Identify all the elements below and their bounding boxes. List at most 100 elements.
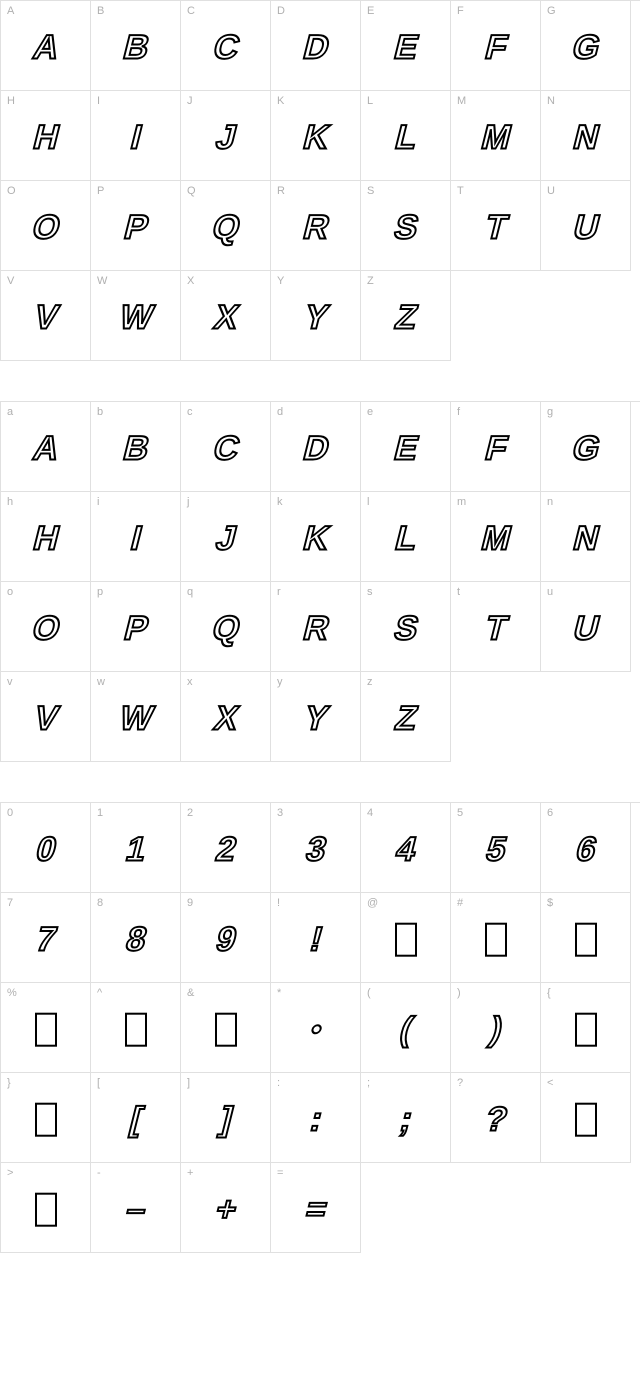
cell-label: :	[277, 1077, 280, 1089]
cell-label: (	[367, 987, 371, 999]
cell-label: r	[277, 586, 281, 598]
cell-label: =	[277, 1167, 283, 1179]
glyph-cell: *•	[271, 983, 361, 1073]
glyph-cell: 66	[541, 803, 631, 893]
glyph: J	[212, 521, 238, 555]
glyph: D	[299, 30, 331, 64]
cell-label: k	[277, 496, 283, 508]
cell-label: X	[187, 275, 194, 287]
glyph-cell: LL	[361, 91, 451, 181]
empty-cell	[361, 1163, 451, 1253]
cell-label: s	[367, 586, 373, 598]
empty-cell	[451, 271, 541, 361]
glyph-cell: 44	[361, 803, 451, 893]
glyph: :	[306, 1102, 325, 1136]
cell-label: 2	[187, 807, 193, 819]
cell-label: a	[7, 406, 13, 418]
glyph: R	[299, 210, 331, 244]
cell-label: O	[7, 185, 16, 197]
cell-label: z	[367, 676, 373, 688]
glyph-cell: WW	[91, 271, 181, 361]
glyph-cell: oO	[1, 582, 91, 672]
glyph-cell: YY	[271, 271, 361, 361]
glyph: O	[29, 210, 63, 244]
glyph: A	[29, 431, 61, 465]
glyph: S	[390, 210, 420, 244]
glyph-cell: ;;	[361, 1073, 451, 1163]
glyph-cell: MM	[451, 91, 541, 181]
glyph: I	[127, 120, 144, 154]
glyph-cell: TT	[451, 181, 541, 271]
glyph: P	[120, 611, 150, 645]
glyph-cell: OO	[1, 181, 91, 271]
glyph: V	[30, 300, 60, 334]
glyph-cell: eE	[361, 402, 451, 492]
cell-label: V	[7, 275, 14, 287]
glyph-cell: XX	[181, 271, 271, 361]
glyph: O	[29, 611, 63, 645]
cell-label: p	[97, 586, 103, 598]
glyph: [	[126, 1102, 145, 1136]
glyph-cell: -–	[91, 1163, 181, 1253]
glyph: Y	[300, 300, 330, 334]
glyph-cell: ZZ	[361, 271, 451, 361]
glyph: X	[210, 300, 240, 334]
cell-label: t	[457, 586, 460, 598]
glyph-cell: vV	[1, 672, 91, 762]
glyph-cell: 88	[91, 893, 181, 983]
section-lowercase: aAbBcCdDeEfFgGhHiIjJkKlLmMnNoOpPqQrRsStT…	[0, 401, 640, 762]
character-map-root: AABBCCDDEEFFGGHHIIJJKKLLMMNNOOPPQQRRSSTT…	[0, 0, 640, 1253]
glyph-cell: hH	[1, 492, 91, 582]
cell-label: u	[547, 586, 553, 598]
glyph: W	[116, 701, 156, 735]
cell-label: g	[547, 406, 553, 418]
glyph: E	[390, 30, 420, 64]
cell-label: Y	[277, 275, 284, 287]
glyph: )	[486, 1012, 505, 1046]
glyph-cell: @	[361, 893, 451, 983]
glyph-cell: QQ	[181, 181, 271, 271]
glyph: Q	[209, 611, 243, 645]
empty-cell	[541, 271, 631, 361]
glyph-cell: BB	[91, 1, 181, 91]
glyph-cell: NN	[541, 91, 631, 181]
glyph-cell: 00	[1, 803, 91, 893]
glyph-cell: ::	[271, 1073, 361, 1163]
glyph-cell: VV	[1, 271, 91, 361]
glyph-cell: fF	[451, 402, 541, 492]
cell-label: Q	[187, 185, 196, 197]
glyph-cell: ==	[271, 1163, 361, 1253]
glyph: C	[209, 30, 241, 64]
glyph	[215, 1012, 237, 1046]
glyph: U	[569, 210, 601, 244]
glyph-cell: dD	[271, 402, 361, 492]
glyph-cell: ^	[91, 983, 181, 1073]
glyph: B	[119, 30, 151, 64]
glyph	[35, 1102, 57, 1136]
glyph	[35, 1012, 57, 1046]
glyph: F	[481, 30, 509, 64]
cell-label: G	[547, 5, 556, 17]
cell-label: w	[97, 676, 105, 688]
glyph-cell: #	[451, 893, 541, 983]
glyph-cell: 55	[451, 803, 541, 893]
cell-label: Z	[367, 275, 374, 287]
glyph-cell: SS	[361, 181, 451, 271]
cell-label: 3	[277, 807, 283, 819]
cell-label: <	[547, 1077, 553, 1089]
glyph-cell: 11	[91, 803, 181, 893]
cell-label: b	[97, 406, 103, 418]
glyph-cell: FF	[451, 1, 541, 91]
glyph: V	[30, 701, 60, 735]
glyph-grid: aAbBcCdDeEfFgGhHiIjJkKlLmMnNoOpPqQrRsStT…	[0, 401, 640, 762]
glyph-cell: ++	[181, 1163, 271, 1253]
cell-label: H	[7, 95, 15, 107]
empty-cell	[541, 672, 631, 762]
cell-label: y	[277, 676, 283, 688]
glyph	[575, 1012, 597, 1046]
empty-cell	[541, 1163, 631, 1253]
cell-label: e	[367, 406, 373, 418]
cell-label: S	[367, 185, 374, 197]
cell-label: B	[97, 5, 104, 17]
glyph-cell: gG	[541, 402, 631, 492]
